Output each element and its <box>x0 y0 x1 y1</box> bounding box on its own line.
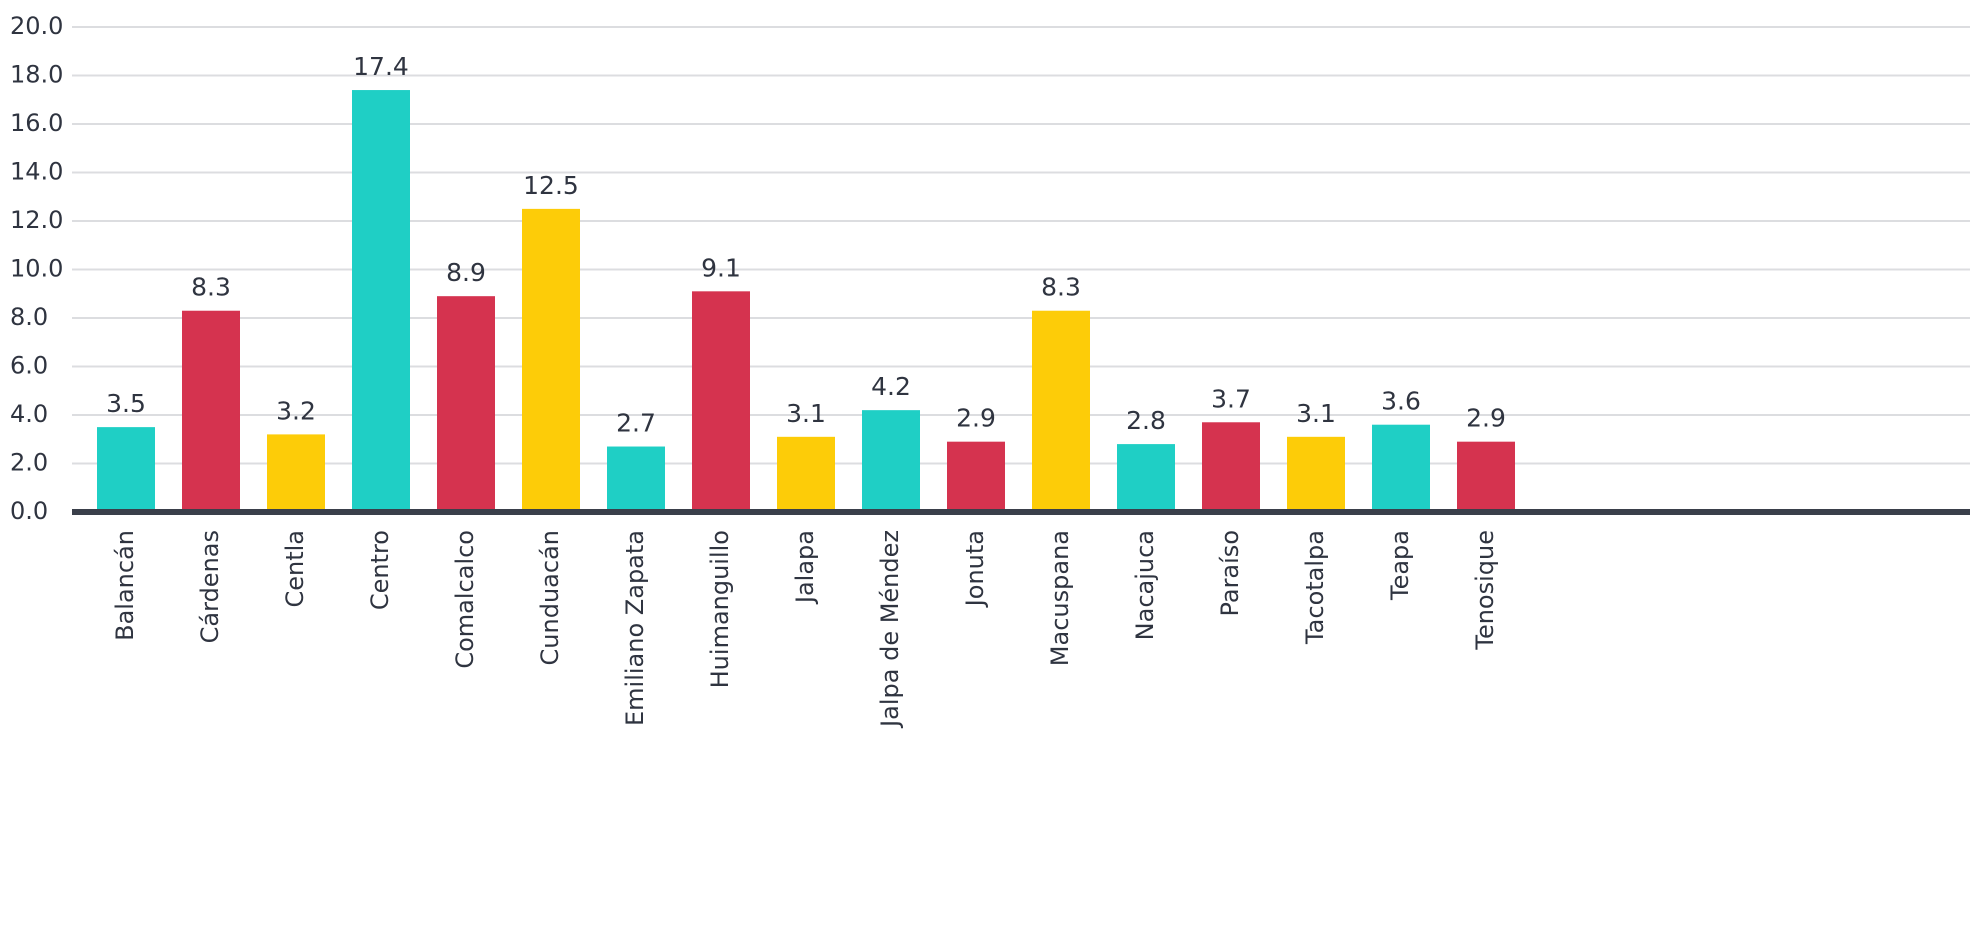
bar <box>437 296 495 512</box>
data-label: 8.3 <box>191 273 231 302</box>
x-tick-label: Nacajuca <box>1131 530 1159 640</box>
x-tick-label: Paraíso <box>1216 530 1244 617</box>
data-label: 2.9 <box>1466 404 1506 433</box>
x-tick-label: Jonuta <box>961 530 989 608</box>
bar <box>1372 424 1430 512</box>
data-label: 4.2 <box>871 372 911 401</box>
data-label: 2.7 <box>616 409 656 438</box>
bar <box>862 410 920 512</box>
data-label: 3.5 <box>106 389 146 418</box>
bar <box>1287 436 1345 512</box>
bar <box>607 446 665 512</box>
x-tick-label: Macuspana <box>1046 530 1074 666</box>
data-label: 8.3 <box>1041 273 1081 302</box>
bar <box>1032 310 1090 512</box>
x-tick-label: Centro <box>366 530 394 610</box>
x-tick-label: Comalcalco <box>451 530 479 669</box>
x-tick-label: Emiliano Zapata <box>621 530 649 726</box>
bar <box>777 436 835 512</box>
data-label: 8.9 <box>446 258 486 287</box>
x-tick-label: Jalpa de Méndez <box>876 530 904 729</box>
bar <box>267 434 325 512</box>
x-tick-label: Tenosique <box>1471 530 1499 651</box>
x-tick-label: Centla <box>281 530 309 608</box>
data-label: 9.1 <box>701 253 741 282</box>
y-tick-label: 8.0 <box>10 303 48 331</box>
data-label: 3.2 <box>276 396 316 425</box>
bar <box>522 208 580 512</box>
y-tick-label: 20.0 <box>10 12 63 40</box>
y-tick-label: 6.0 <box>10 352 48 380</box>
x-tick-label: Cunduacán <box>536 530 564 665</box>
bar <box>947 441 1005 512</box>
data-label: 3.1 <box>1296 399 1336 428</box>
y-tick-label: 16.0 <box>10 109 63 137</box>
y-tick-label: 12.0 <box>10 206 63 234</box>
y-tick-label: 14.0 <box>10 158 63 186</box>
bar <box>97 427 155 512</box>
y-tick-label: 2.0 <box>10 449 48 477</box>
y-tick-label: 10.0 <box>10 255 63 283</box>
y-tick-label: 0.0 <box>10 497 48 525</box>
data-label: 3.7 <box>1211 384 1251 413</box>
bar <box>1457 441 1515 512</box>
bar <box>182 310 240 512</box>
data-label: 3.1 <box>786 399 826 428</box>
x-tick-label: Tacotalpa <box>1301 530 1329 645</box>
x-tick-label: Jalapa <box>791 530 819 605</box>
x-tick-label: Balancán <box>111 530 139 641</box>
data-label: 12.5 <box>523 171 579 200</box>
bar <box>1117 444 1175 512</box>
x-tick-label: Teapa <box>1386 530 1414 601</box>
data-label: 2.8 <box>1126 406 1166 435</box>
y-tick-label: 18.0 <box>10 61 63 89</box>
data-label: 2.9 <box>956 404 996 433</box>
x-tick-label: Cárdenas <box>196 530 224 643</box>
data-label: 17.4 <box>353 52 409 81</box>
x-tick-label: Huimanguillo <box>706 530 734 688</box>
bar <box>352 90 410 513</box>
y-tick-label: 4.0 <box>10 400 48 428</box>
data-label: 3.6 <box>1381 387 1421 416</box>
bar <box>692 291 750 512</box>
bar <box>1202 422 1260 512</box>
